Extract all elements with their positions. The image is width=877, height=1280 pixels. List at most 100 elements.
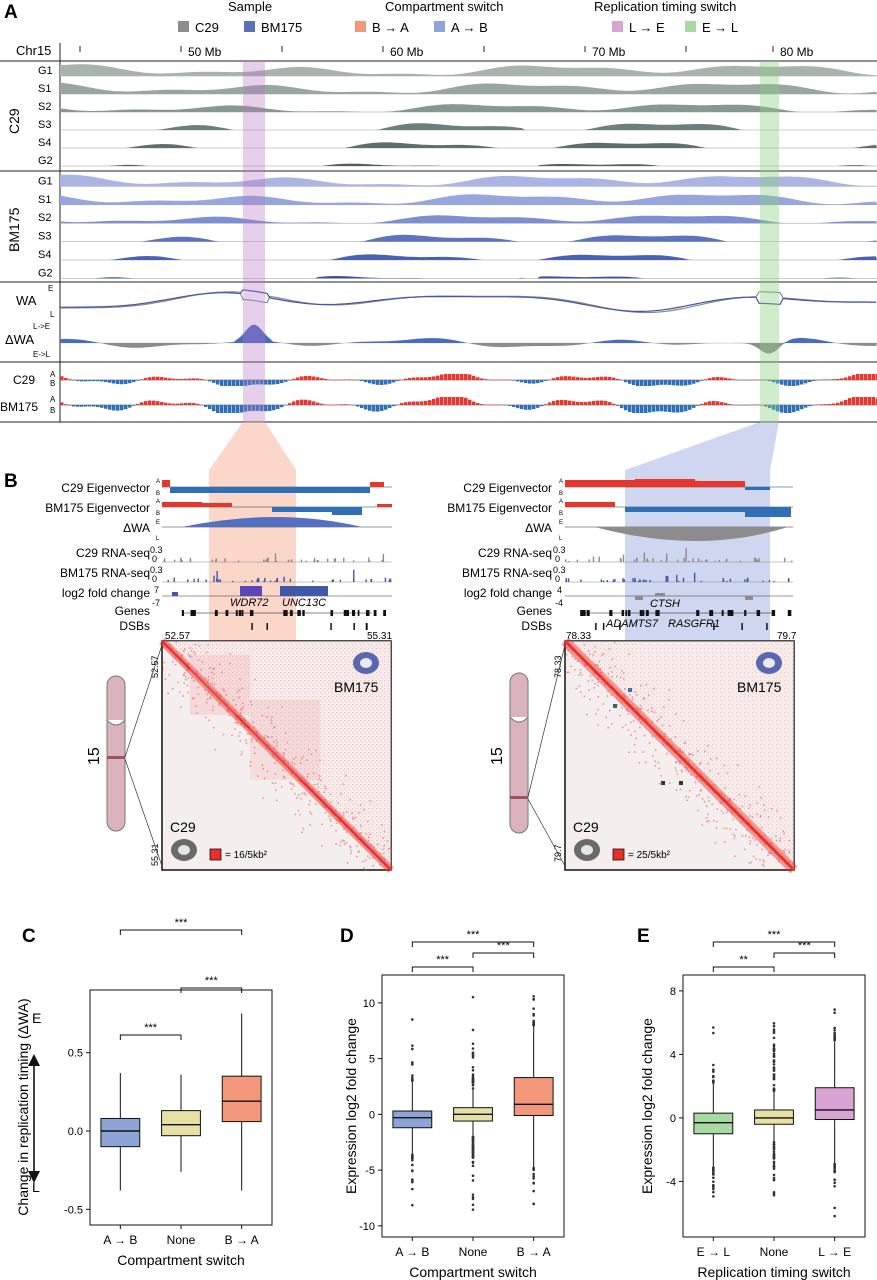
phase-label-g2: G2 (38, 155, 53, 167)
bm175-repliseq-tracks: G1 S1 S2 S3 S4 G2 (38, 174, 877, 279)
right-label-dwa: ΔWA (525, 521, 552, 535)
right-track-labels: C29 Eigenvector BM175 Eigenvector ΔWA C2… (447, 481, 552, 633)
left-label-c29-eig: C29 Eigenvector (61, 481, 150, 495)
right-fc-bottom: -4 (555, 598, 563, 608)
gene-adamts7: ADAMTS7 (605, 618, 659, 630)
right-start-coord: 78.33 (566, 631, 591, 642)
gene-ctsh: CTSH (650, 598, 680, 610)
significance-label: *** (175, 917, 189, 929)
svg-text:B: B (156, 511, 160, 517)
left-bm-rna-max: 0.3 (150, 565, 163, 575)
left-start-coord: 52.57 (165, 631, 190, 642)
right-label-bm-eig: BM175 Eigenvector (447, 501, 552, 515)
wa-e-label: E (48, 284, 53, 293)
svg-text:B: B (156, 491, 160, 497)
y-axis-title: Expression log2 fold change (639, 1018, 655, 1194)
box-1 (754, 1022, 794, 1197)
xtick-label: E → L (697, 1245, 731, 1259)
highlight-l-to-e (243, 61, 265, 422)
right-fc-top: 4 (557, 585, 562, 595)
panel-letter-c: C (22, 926, 36, 947)
significance-label: *** (467, 929, 481, 941)
chrom-label: Chr15 (16, 43, 51, 58)
ytick-label: 0.0 (68, 1126, 83, 1138)
right-end-coord: 79.7 (777, 631, 797, 642)
ytick-label: 0 (670, 1113, 676, 1125)
ytick-label: -0.5 (64, 1204, 83, 1216)
ytick-label: -5 (365, 1165, 375, 1177)
scale-swatch-right (612, 848, 625, 861)
wa-label: WA (16, 293, 37, 308)
ytick-label: 5 (369, 1054, 375, 1066)
dwa-label: ΔWA (5, 332, 34, 347)
ytick-label: 0.5 (68, 1048, 83, 1060)
right-bm-rna-min: 0 (555, 574, 560, 584)
right-label-bm-rna: BM175 RNA-seq (462, 566, 552, 580)
left-label-dsbs: DSBs (119, 619, 150, 633)
box-1 (161, 1074, 201, 1172)
svg-text:L: L (559, 536, 563, 542)
box-2 (814, 1008, 855, 1218)
eigenvector-track-c29 (60, 374, 877, 386)
legend-swatch-e-to-l (685, 21, 696, 32)
legend-sample-title: Sample (228, 0, 272, 14)
significance-label: *** (436, 954, 450, 966)
gene-names: WDR72 UNC13C CTSH ADAMTS7 RASGFR1 (230, 597, 720, 630)
gene-rasgfr1: RASGFR1 (668, 618, 720, 630)
left-bm-rna-min: 0 (152, 574, 157, 584)
left-fc-bottom: -7 (152, 598, 160, 608)
panel-letter-d: D (340, 926, 354, 947)
gene-wdr72: WDR72 (230, 597, 269, 609)
hic-dot-1 (613, 704, 617, 708)
scale-label-left: = 16/5kb² (225, 850, 268, 861)
legend-swatch-bm175 (244, 21, 255, 32)
svg-text:A: A (559, 499, 563, 505)
map-label-bm175-right: BM175 (737, 679, 782, 695)
tick-60mb: 60 Mb (390, 45, 424, 59)
box-0 (392, 1018, 433, 1207)
eig-c29-a-label: A (50, 370, 56, 379)
panel-a-genome-tracks: Chr15 50 Mb 60 Mb 70 Mb 80 Mb C29 BM175 … (0, 43, 877, 423)
left-end-coord: 55.31 (367, 631, 392, 642)
tick-70mb: 70 Mb (592, 45, 626, 59)
phase-label-s2: S2 (38, 212, 51, 224)
significance-label: *** (497, 940, 511, 952)
ytick-label: -10 (359, 1221, 375, 1233)
box-0 (100, 1073, 141, 1191)
genome-ticks: 50 Mb 60 Mb 70 Mb 80 Mb (79, 45, 814, 59)
hic-dot-2 (628, 688, 632, 692)
svg-text:A: A (156, 499, 160, 505)
rna-scale-labels: 0.3 0 0.3 0 0.3 0 0.3 0 7 -7 4 -4 (150, 545, 566, 608)
eig-c29-b-label: B (50, 379, 55, 388)
xtick-label: A → B (395, 1245, 429, 1259)
eig-c29-label: C29 (13, 373, 35, 387)
right-label-genes: Genes (517, 604, 552, 618)
repliseq-area-s1 (60, 194, 877, 205)
svg-text:L: L (156, 536, 160, 542)
phase-label-s1: S1 (38, 83, 51, 95)
phase-label-s3: S3 (38, 119, 51, 131)
significance-label: ** (739, 954, 748, 966)
map-label-bm175-left: BM175 (334, 679, 379, 695)
phase-label-s4: S4 (38, 137, 51, 149)
left-label-dwa: ΔWA (123, 521, 150, 535)
svg-text:A: A (559, 479, 563, 485)
e-label: E (32, 1010, 41, 1026)
left-label-genes: Genes (115, 604, 150, 618)
bm175-group-label: BM175 (6, 207, 22, 252)
ytick-label: -4 (666, 1176, 676, 1188)
gene-unc13c: UNC13C (282, 597, 326, 609)
y-axis-title: Expression log2 fold change (343, 1018, 359, 1194)
c29-repliseq-tracks: G1 S1 S2 S3 S4 G2 (38, 64, 877, 167)
legend-swatch-l-to-e (612, 21, 623, 32)
left-label-bm-eig: BM175 Eigenvector (45, 501, 150, 515)
eigenvector-track-bm175 (60, 397, 877, 413)
tick-50mb: 50 Mb (188, 45, 222, 59)
c29-group-label: C29 (6, 108, 22, 134)
svg-text:B: B (559, 491, 563, 497)
ytick-label: 8 (670, 986, 676, 998)
dwa-le-label: L->E (33, 322, 50, 331)
scale-swatch-left (209, 848, 222, 861)
xtick-label: None (760, 1245, 789, 1259)
